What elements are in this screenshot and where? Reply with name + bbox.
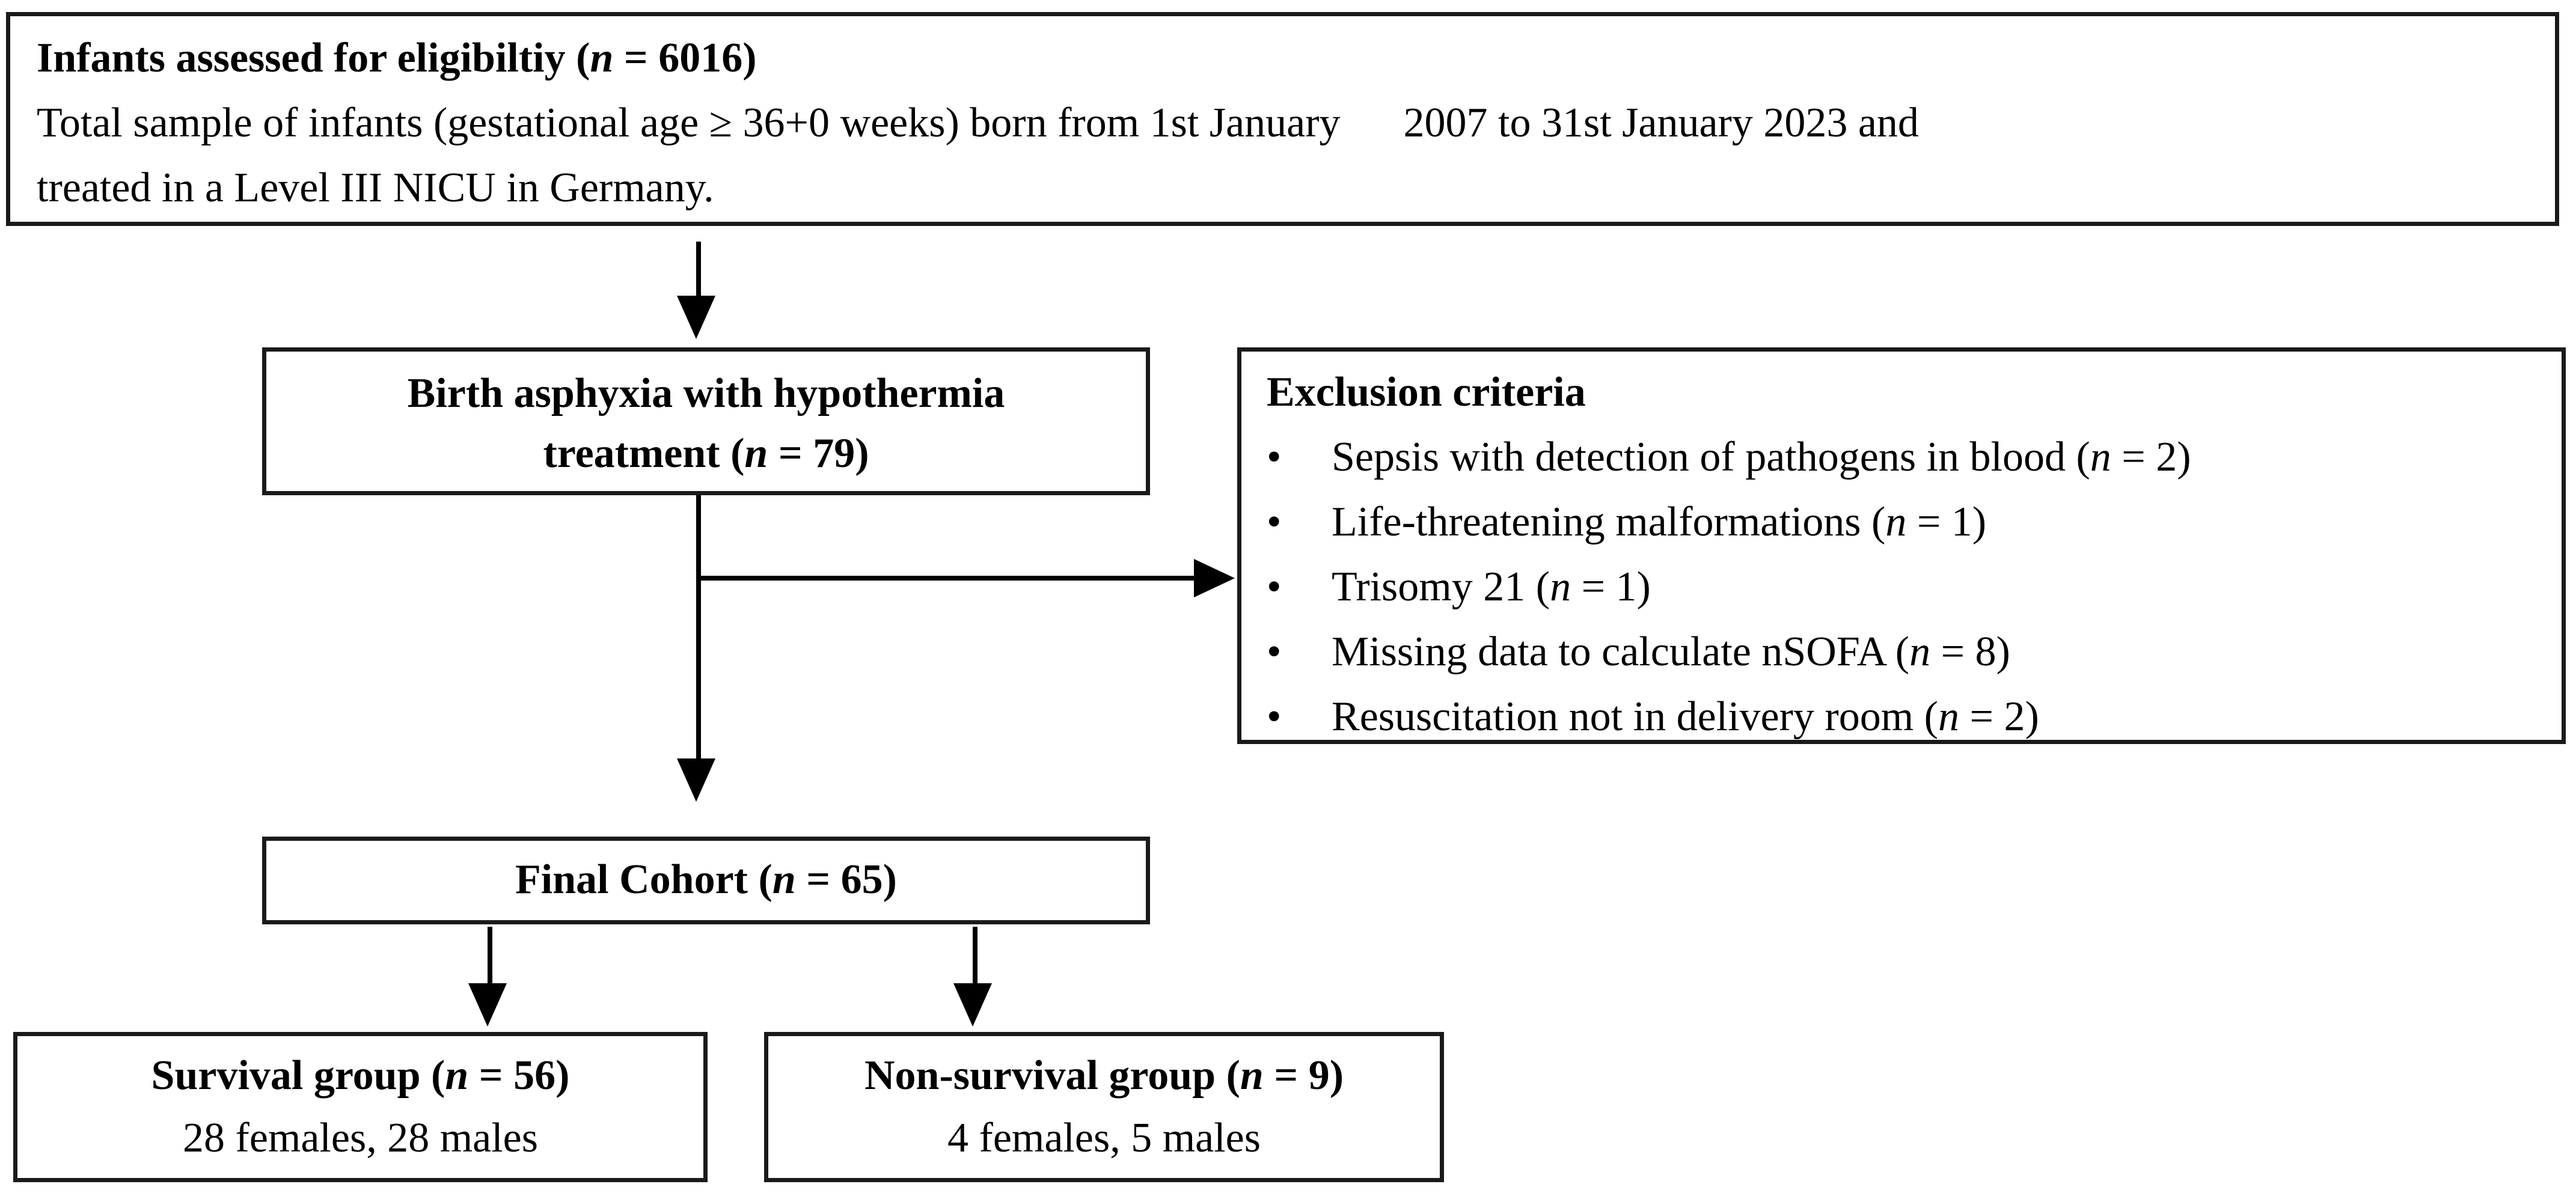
exclusion-item-text: Trisomy 21 (n = 1) xyxy=(1332,564,1651,610)
exclusion-item: • Trisomy 21 (n = 1) xyxy=(1267,555,2547,620)
eligibility-title: Infants assessed for eligibiltiy (n = 60… xyxy=(37,35,757,81)
asphyxia-box: Birth asphyxia with hypothermia treatmen… xyxy=(262,347,1150,495)
survival-line1: Survival group (n = 56) xyxy=(151,1052,570,1099)
arrow-final-to-nonsurvival-head xyxy=(953,983,992,1027)
bullet-dot: • xyxy=(1267,499,1282,545)
exclusion-item: • Life-threatening malformations (n = 1) xyxy=(1267,490,2547,555)
eligibility-box: Infants assessed for eligibiltiy (n = 60… xyxy=(6,12,2559,226)
non-survival-line1: Non-survival group (n = 9) xyxy=(864,1052,1344,1099)
arrow-eligibility-to-asphyxia-head xyxy=(677,296,715,339)
bullet-dot: • xyxy=(1267,629,1282,675)
exclusion-item-text: Missing data to calculate nSOFA (n = 8) xyxy=(1332,629,2010,675)
asphyxia-line1: Birth asphyxia with hypothermia xyxy=(407,370,1005,416)
connector-branch-to-exclusion-head xyxy=(1194,559,1235,597)
exclusion-item: • Missing data to calculate nSOFA (n = 8… xyxy=(1267,620,2547,685)
asphyxia-line2: treatment (n = 79) xyxy=(543,430,869,477)
exclusion-item: • Sepsis with detection of pathogens in … xyxy=(1267,425,2547,490)
exclusion-box: Exclusion criteria • Sepsis with detecti… xyxy=(1237,347,2566,744)
connector-branch-to-exclusion-line xyxy=(699,576,1196,581)
eligibility-line2: Total sample of infants (gestational age… xyxy=(37,100,1919,146)
arrow-final-to-nonsurvival-line xyxy=(973,927,977,987)
connector-asphyxia-to-final-head xyxy=(677,758,715,802)
bullet-dot: • xyxy=(1267,694,1282,740)
arrow-final-to-survival-head xyxy=(468,983,507,1027)
final-cohort-box: Final Cohort (n = 65) xyxy=(262,837,1150,924)
arrow-eligibility-to-asphyxia-line xyxy=(696,242,701,299)
exclusion-item: • Resuscitation not in delivery room (n … xyxy=(1267,685,2547,749)
exclusion-item-text: Life-threatening malformations (n = 1) xyxy=(1332,499,1987,545)
exclusion-list: • Sepsis with detection of pathogens in … xyxy=(1267,425,2547,749)
bullet-dot: • xyxy=(1267,434,1282,480)
survival-group-box: Survival group (n = 56) 28 females, 28 m… xyxy=(13,1032,708,1182)
eligibility-line3: treated in a Level III NICU in Germany. xyxy=(37,165,714,211)
exclusion-title: Exclusion criteria xyxy=(1267,369,1586,415)
final-cohort-line: Final Cohort (n = 65) xyxy=(515,856,897,903)
bullet-dot: • xyxy=(1267,564,1282,610)
non-survival-line2: 4 females, 5 males xyxy=(947,1115,1261,1161)
exclusion-item-text: Resuscitation not in delivery room (n = … xyxy=(1332,694,2039,740)
connector-asphyxia-to-final-line xyxy=(696,495,701,762)
arrow-final-to-survival-line xyxy=(488,927,492,987)
non-survival-group-box: Non-survival group (n = 9) 4 females, 5 … xyxy=(764,1032,1444,1182)
survival-line2: 28 females, 28 males xyxy=(183,1115,538,1161)
exclusion-item-text: Sepsis with detection of pathogens in bl… xyxy=(1332,434,2191,480)
